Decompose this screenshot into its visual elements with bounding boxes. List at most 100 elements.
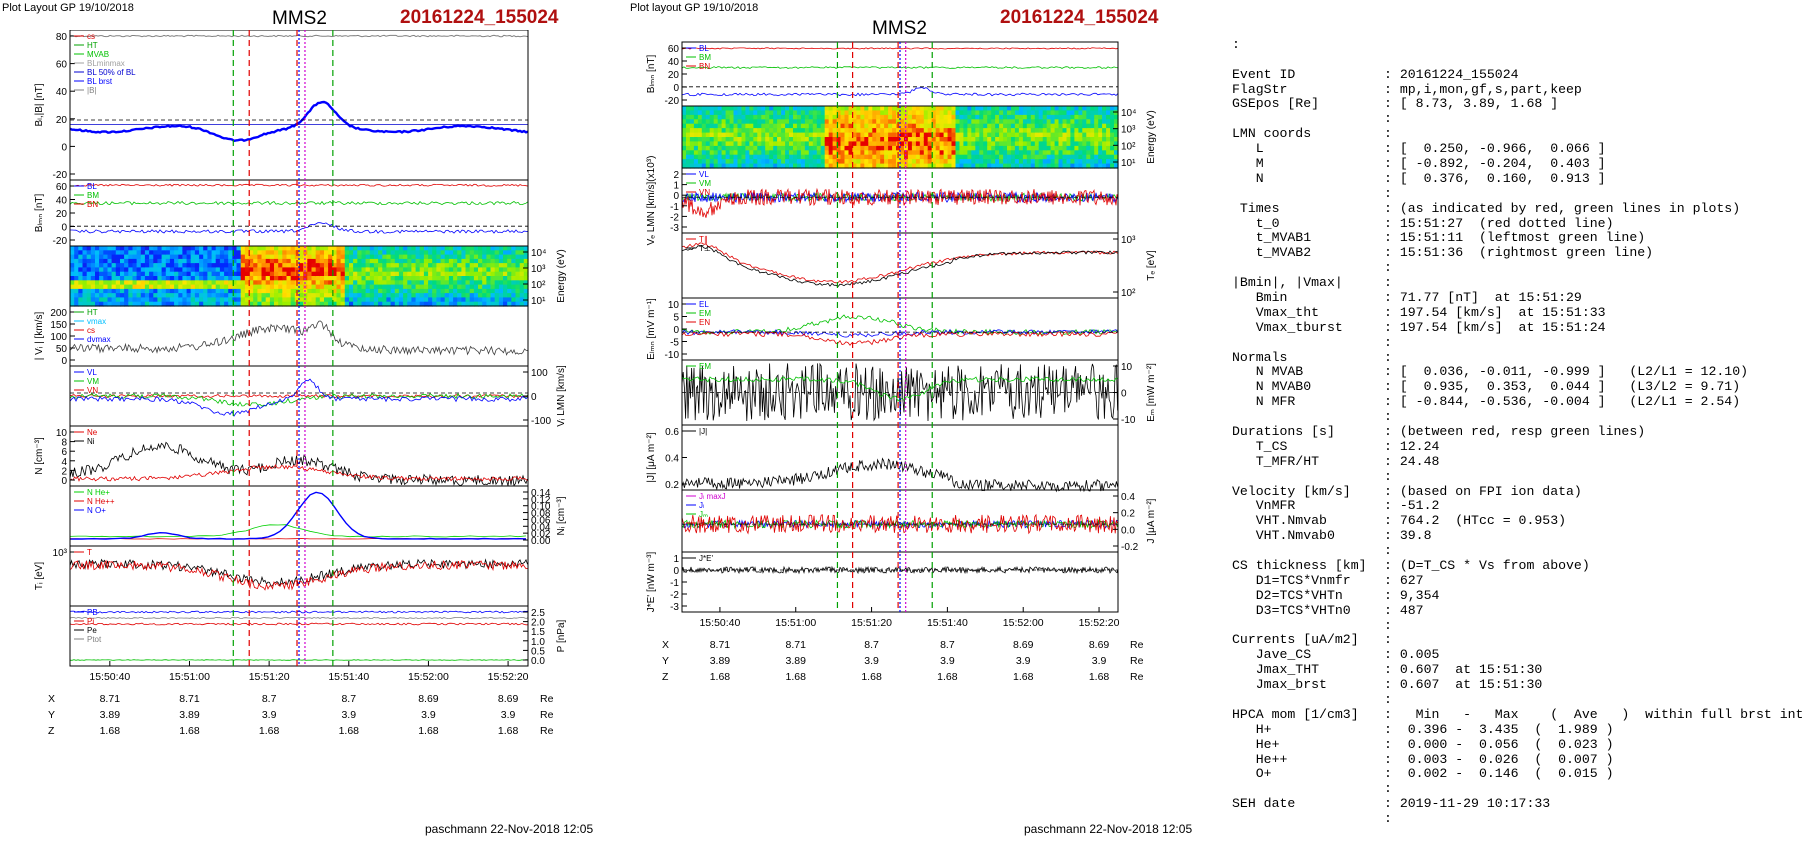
spectrogram-cell — [812, 159, 818, 165]
info-lead: : — [1232, 37, 1240, 52]
spectrogram-cell — [265, 284, 271, 290]
spectrogram-cell — [1054, 110, 1060, 116]
spectrogram-cell — [749, 132, 754, 138]
spectrogram-cell — [469, 276, 475, 281]
spectrogram-cell — [749, 154, 754, 160]
spectrogram-cell — [816, 163, 822, 169]
spectrogram-cell — [733, 128, 739, 134]
spectrogram-cell — [365, 258, 371, 264]
spectrogram-cell — [478, 293, 483, 298]
spectrogram-cell — [523, 246, 529, 251]
spectrogram-cell — [124, 288, 129, 294]
spectrogram-cell — [240, 271, 246, 277]
spectrogram-cell — [943, 128, 949, 134]
spectrogram-cell — [682, 132, 687, 138]
spectrogram-cell — [378, 297, 383, 303]
spectrogram-cell — [390, 284, 396, 290]
spectrogram-cell — [689, 141, 695, 147]
spectrogram-cell — [349, 280, 354, 286]
spectrogram-cell — [1054, 137, 1060, 142]
spectrogram-cell — [856, 128, 861, 134]
spectrogram-cell — [128, 271, 134, 277]
legend-label: |J| — [699, 427, 707, 436]
spectrogram-cell — [682, 128, 687, 134]
spectrogram-cell — [987, 137, 992, 142]
spectrogram-cell — [1082, 145, 1087, 151]
spectrogram-cell — [836, 106, 842, 111]
spectrogram-cell — [165, 263, 171, 268]
coord-row-label: X — [48, 693, 55, 705]
y-tick-label: -0.2 — [1121, 542, 1139, 553]
spectrogram-cell — [428, 293, 433, 298]
spectrogram-cell — [448, 271, 454, 277]
spectrogram-cell — [689, 163, 695, 169]
spectrogram-cell — [793, 132, 798, 138]
spectrogram-cell — [741, 110, 747, 116]
spectrogram-cell — [836, 119, 842, 125]
spectrogram-cell — [507, 301, 512, 307]
spectrogram-cell — [749, 141, 754, 147]
spectrogram-cell — [307, 293, 313, 298]
spectrogram-cell — [785, 163, 790, 169]
spectrogram-cell — [1014, 159, 1020, 165]
spectrogram-cell — [436, 271, 442, 277]
spectrogram-cell — [991, 114, 996, 120]
spectrogram-cell — [713, 119, 719, 125]
spectrogram-cell — [228, 297, 233, 303]
spectrogram-cell — [178, 267, 184, 273]
info-key: HPCA mom [1/cm3] — [1232, 707, 1359, 722]
info-value: : 764.2 (HTcc = 0.953) — [1384, 514, 1567, 529]
spectrogram-cell — [344, 263, 350, 268]
spectrogram-cell — [153, 258, 159, 264]
spectrogram-cell — [207, 246, 213, 251]
spectrogram-cell — [733, 106, 739, 111]
spectrogram-cell — [1042, 123, 1048, 129]
spectrogram-cell — [844, 141, 850, 147]
spectrogram-cell — [828, 137, 834, 142]
spectrogram-cell — [128, 250, 134, 256]
spectrogram-cell — [344, 267, 350, 273]
spectrogram-cell — [911, 150, 917, 156]
spectrogram-cell — [378, 276, 383, 281]
spectrogram-cell — [1026, 128, 1032, 134]
spectrogram-cell — [253, 254, 258, 260]
spectrogram-cell — [299, 258, 304, 264]
spectrogram-cell — [777, 154, 782, 160]
spectrogram-cell — [482, 263, 487, 268]
spectrogram-cell — [232, 267, 238, 273]
spectrogram-cell — [394, 267, 400, 273]
y-axis-label: N [cm⁻³] — [34, 437, 45, 475]
spectrogram-cell — [1046, 106, 1052, 111]
y-tick-label: 1 — [673, 181, 679, 192]
spectrogram-cell — [507, 250, 512, 256]
spectrogram-cell — [415, 267, 421, 273]
spectrogram-cell — [332, 250, 338, 256]
spectrogram-cell — [1007, 154, 1012, 160]
spectrogram-cell — [1090, 137, 1095, 142]
spectrogram-cell — [975, 137, 980, 142]
spectrogram-cell — [880, 110, 885, 116]
spectrogram-cell — [781, 141, 786, 147]
spectrogram-cell — [282, 276, 288, 281]
spectrogram-cell — [382, 254, 388, 260]
spectrogram-cell — [232, 258, 238, 264]
spectrogram-cell — [244, 276, 250, 281]
spectrogram-cell — [207, 267, 213, 273]
spectrogram-cell — [911, 141, 917, 147]
spectrogram-cell — [856, 150, 861, 156]
spectrogram-cell — [765, 128, 770, 134]
spectrogram-cell — [900, 154, 905, 160]
spectrogram-cell — [713, 128, 719, 134]
spectrogram-cell — [757, 114, 762, 120]
spectrogram-cell — [111, 293, 117, 298]
spectrogram-cell — [490, 271, 496, 277]
spectrogram-cell — [140, 258, 146, 264]
spectrogram-cell — [382, 276, 388, 281]
spectrogram-cell — [228, 271, 233, 277]
spectrogram-cell — [697, 141, 703, 147]
info-key: Bmin — [1232, 290, 1288, 305]
spectrogram-cell — [697, 159, 703, 165]
spectrogram-cell — [995, 106, 1000, 111]
spectrogram-cell — [219, 276, 225, 281]
spectrogram-cell — [983, 119, 988, 125]
